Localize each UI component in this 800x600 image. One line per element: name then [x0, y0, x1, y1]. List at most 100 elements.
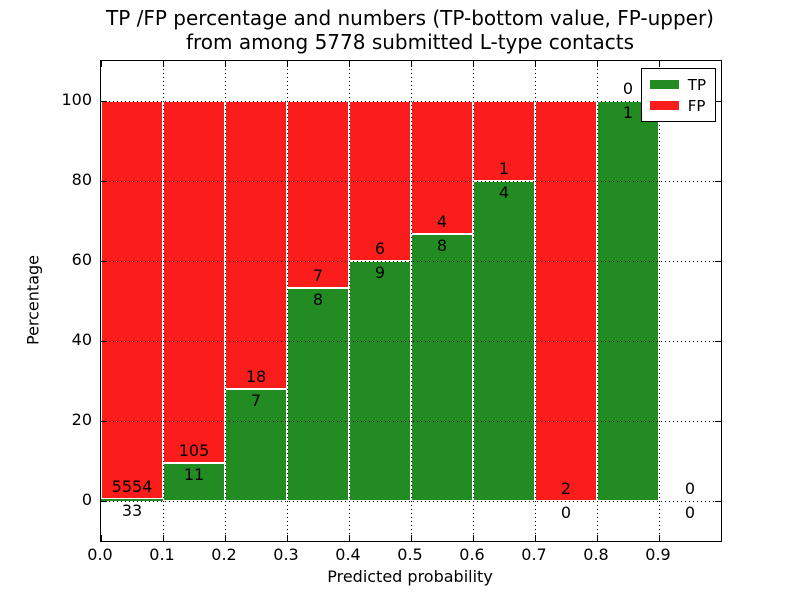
y-gridline: [101, 420, 721, 422]
y-tick-label: 0: [81, 490, 92, 509]
x-tick: [472, 61, 474, 67]
x-tick: [162, 535, 164, 541]
y-tick-label: 60: [71, 250, 92, 269]
x-tick-label: 0.3: [273, 545, 299, 564]
fp-count-label: 105: [178, 441, 210, 461]
x-tick: [410, 535, 412, 541]
fp-count-label: 4: [436, 212, 448, 232]
fp-count-label: 1: [498, 159, 510, 178]
x-tick-label: 0.0: [87, 545, 113, 564]
y-gridline: [101, 180, 721, 182]
tp-count-label: 7: [250, 391, 262, 410]
y-tick: [101, 260, 107, 262]
x-gridline: [224, 61, 226, 541]
x-tick: [162, 61, 164, 67]
x-axis-label: Predicted probability: [327, 567, 493, 586]
tp-count-label: 4: [498, 183, 510, 202]
x-tick: [100, 535, 102, 541]
legend: TP FP: [640, 68, 716, 122]
y-tick: [715, 420, 721, 422]
x-gridline: [472, 61, 474, 541]
fp-count-label: 0: [684, 479, 696, 498]
y-tick: [101, 100, 107, 102]
x-tick: [596, 61, 598, 67]
y-gridline: [101, 100, 721, 102]
tp-count-label: 8: [436, 236, 448, 256]
x-tick: [410, 61, 412, 67]
x-gridline: [658, 61, 660, 541]
y-tick: [715, 260, 721, 262]
x-tick-label: 0.8: [583, 545, 609, 564]
chart-title-line2: from among 5778 submitted L-type contact…: [185, 30, 635, 54]
x-tick: [658, 61, 660, 67]
y-tick: [715, 340, 721, 342]
x-tick: [596, 535, 598, 541]
tp-bar-segment: [163, 463, 225, 501]
x-tick: [224, 61, 226, 67]
fp-count-label: 6: [374, 239, 386, 258]
y-tick-label: 100: [61, 90, 92, 109]
x-tick-label: 0.5: [397, 545, 423, 564]
y-tick: [715, 180, 721, 182]
x-tick: [658, 535, 660, 541]
fp-count-label: 2: [560, 479, 572, 498]
tp-bar-segment: [597, 101, 659, 501]
x-tick: [534, 535, 536, 541]
x-tick-label: 0.2: [211, 545, 237, 564]
tp-count-label: 8: [312, 289, 324, 309]
x-tick: [348, 535, 350, 541]
tp-bar-segment: [349, 261, 411, 501]
fp-bar-segment: [225, 101, 287, 389]
y-tick: [101, 340, 107, 342]
fp-bar-segment: [535, 101, 597, 501]
tp-legend-swatch: [649, 80, 679, 89]
y-tick: [715, 500, 721, 502]
tp-count-label: 11: [183, 465, 205, 485]
x-tick: [534, 61, 536, 67]
x-tick-label: 0.6: [459, 545, 485, 564]
tp-count-label: 9: [374, 263, 386, 282]
x-gridline: [596, 61, 598, 541]
y-tick-label: 40: [71, 330, 92, 349]
tp-count-label: 0: [684, 503, 696, 522]
fp-count-label: 7: [312, 265, 324, 285]
x-tick: [286, 61, 288, 67]
x-tick-label: 0.7: [521, 545, 547, 564]
x-gridline: [162, 61, 164, 541]
legend-label-tp: TP: [687, 75, 706, 94]
fp-bar-segment: [101, 101, 163, 499]
chart-title-line1: TP /FP percentage and numbers (TP-bottom…: [106, 6, 714, 30]
x-gridline: [348, 61, 350, 541]
fp-count-label: 0: [622, 79, 634, 98]
tp-count-label: 33: [121, 500, 143, 520]
tp-bar-segment: [225, 389, 287, 501]
plot-area: 5554 33 105 11 18 7 7 8 6 9 4 8 1 4 2 0 0 1 0 0 TP FP: [100, 60, 722, 542]
legend-entry-fp: FP: [649, 95, 706, 116]
tp-count-label: 1: [622, 103, 634, 122]
fp-bar-segment: [163, 101, 225, 464]
legend-entry-tp: TP: [649, 74, 706, 95]
y-tick: [101, 500, 107, 502]
x-tick: [100, 61, 102, 67]
chart-title: TP /FP percentage and numbers (TP-bottom…: [90, 6, 730, 54]
y-tick: [101, 420, 107, 422]
fp-legend-swatch: [649, 101, 679, 110]
x-tick-label: 0.4: [335, 545, 361, 564]
y-gridline: [101, 500, 721, 502]
x-tick-label: 0.1: [149, 545, 175, 564]
y-tick-label: 80: [71, 170, 92, 189]
x-tick: [348, 61, 350, 67]
tp-bar-segment: [287, 287, 349, 501]
x-gridline: [286, 61, 288, 541]
tp-bar-segment: [101, 498, 163, 501]
y-tick: [715, 100, 721, 102]
fp-count-label: 18: [245, 367, 267, 386]
fp-bar-segment: [411, 101, 473, 235]
tp-bar-segment: [411, 234, 473, 501]
legend-label-fp: FP: [687, 96, 706, 115]
y-tick: [101, 180, 107, 182]
x-gridline: [534, 61, 536, 541]
x-tick: [472, 535, 474, 541]
x-tick: [286, 535, 288, 541]
